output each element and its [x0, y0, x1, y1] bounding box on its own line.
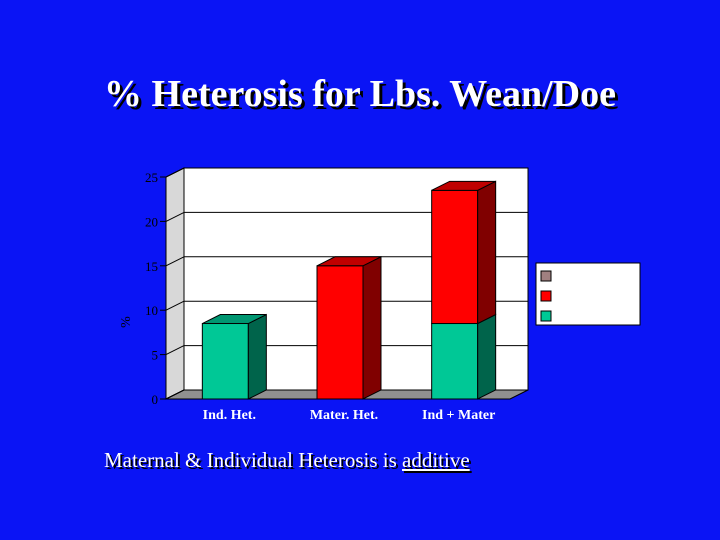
gridline-side: [165, 345, 185, 356]
y-tick-label: 5: [152, 348, 159, 363]
legend-box: [535, 262, 641, 326]
legend-swatch: [540, 290, 552, 302]
y-axis-label: %: [119, 316, 134, 328]
bar-segment: [201, 323, 249, 400]
gridline-side: [165, 167, 185, 178]
bar-segment: [431, 189, 479, 325]
x-tick-label: Ind + Mater: [422, 408, 495, 423]
gridline-side: [165, 211, 185, 222]
caption-emphasis: additive: [402, 448, 470, 472]
legend-swatch: [540, 270, 552, 282]
plot-side-wall: [165, 167, 185, 400]
y-tick-label: 10: [145, 303, 158, 318]
legend-label: Ind + Mater: [555, 269, 623, 284]
x-tick-label: Mater. Het.: [310, 408, 378, 423]
bar-segment-top: [431, 180, 496, 191]
legend-swatch: [540, 310, 552, 322]
bar-segment-top: [316, 256, 382, 267]
bar-segment: [431, 323, 479, 400]
gridline-side: [165, 256, 185, 267]
gridline-side: [165, 389, 185, 400]
legend-label: Mater. Het.: [555, 289, 618, 304]
bar-segment-side: [247, 313, 267, 400]
y-tick-label: 25: [145, 170, 158, 185]
bar-segment: [316, 265, 364, 400]
y-tick-label: 20: [145, 214, 158, 229]
y-tick-label: 0: [152, 392, 159, 407]
slide-title: % Heterosis for Lbs. Wean/Doe: [104, 73, 616, 115]
y-tick-label: 15: [145, 259, 158, 274]
bar-segment-top: [202, 314, 267, 325]
bar-segment-side: [362, 255, 382, 400]
legend-label: Ind. Het.: [555, 309, 604, 324]
bar-segment-side: [477, 180, 497, 325]
x-tick-label: Ind. Het.: [203, 408, 256, 423]
gridline-side: [165, 300, 185, 311]
slide-caption: Maternal & Individual Heterosis is addit…: [104, 448, 470, 473]
bar-segment-side: [477, 313, 497, 400]
caption-text: Maternal & Individual Heterosis is: [104, 448, 403, 472]
